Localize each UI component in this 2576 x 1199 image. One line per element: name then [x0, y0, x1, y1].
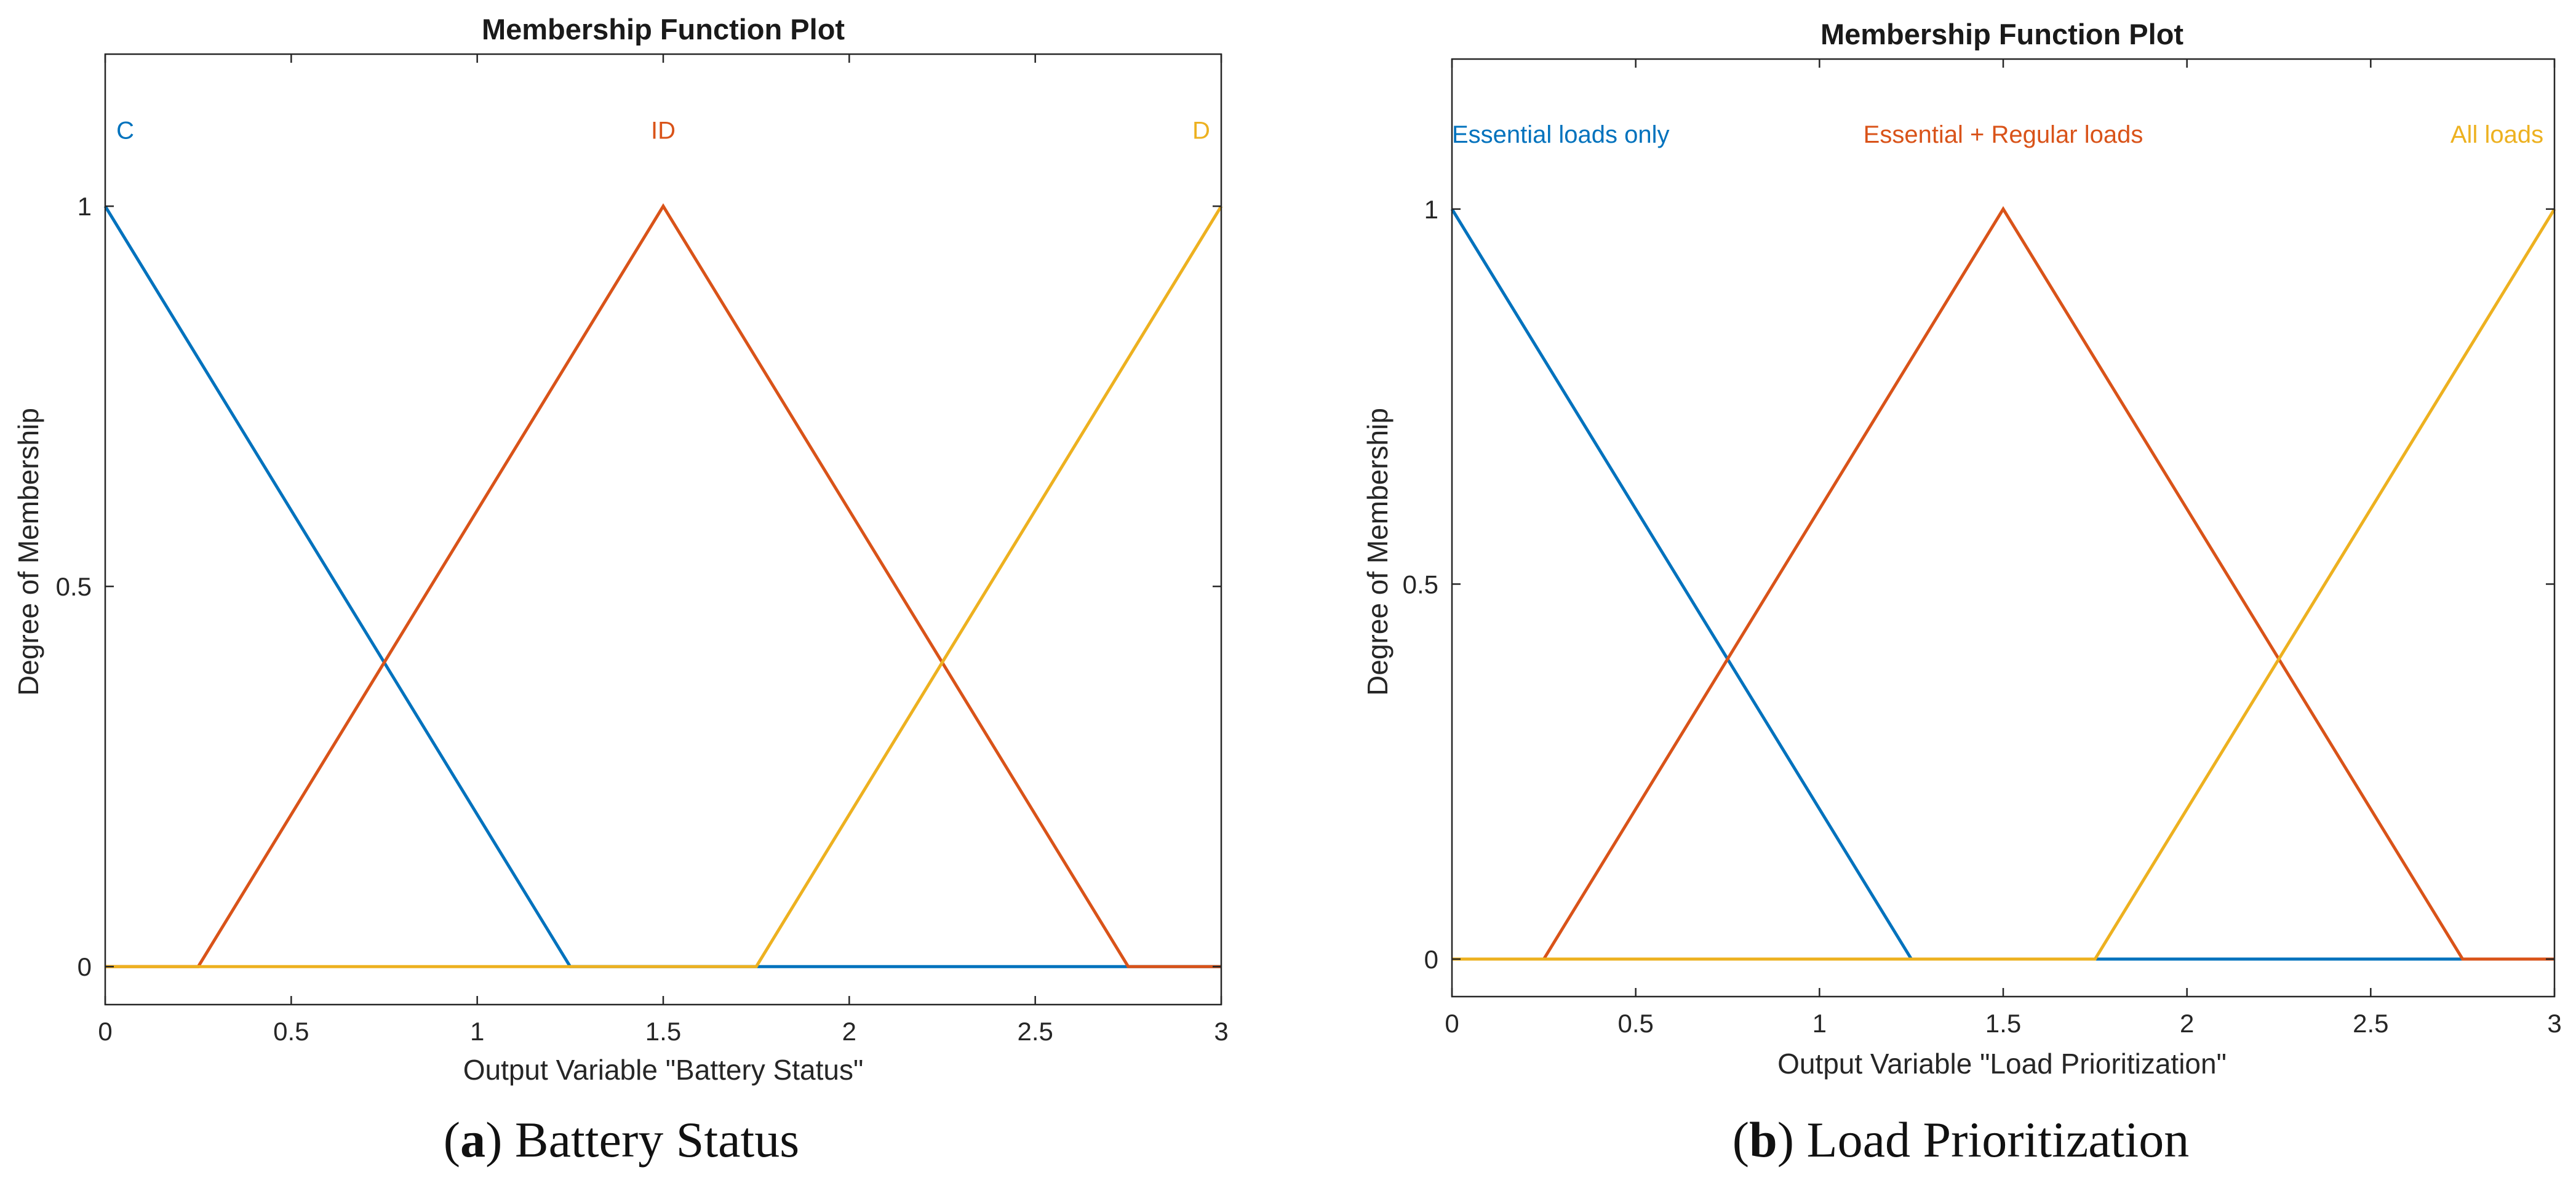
- caption-letter: a: [460, 1112, 485, 1168]
- y-tick-label: 1: [78, 192, 92, 221]
- y-tick-label: 0.5: [1403, 570, 1438, 599]
- mf-label-all-loads: All loads: [2450, 121, 2543, 148]
- mf-line-essential-loads-only: [1450, 208, 2554, 961]
- y-tick-label: 0: [1424, 945, 1438, 974]
- y-tick-label: 0: [78, 952, 92, 981]
- mf-line-d: [105, 205, 1223, 968]
- panel-a: Membership Function Plot 0 0.5 1 1.5 2 2.5 300…: [12, 13, 1229, 1168]
- x-axis-label: Output Variable "Battery Status": [463, 1054, 864, 1086]
- x-tick-label: 2: [842, 1017, 856, 1046]
- caption-text: Load Prioritization: [1807, 1112, 2190, 1168]
- caption-letter: b: [1749, 1112, 1777, 1168]
- panel-caption: (b) Load Prioritization: [1733, 1112, 2189, 1168]
- panel-a-plot: 0 0.5 1 1.5 2 2.5 3 0 0.5 1 C ID D: [56, 53, 1229, 1046]
- x-tick-label: 1.5: [1985, 1009, 2021, 1038]
- mf-line-essential-regular-loads: [1452, 206, 2554, 961]
- mf-label-id: ID: [651, 118, 676, 145]
- y-tick-label: 0.5: [56, 572, 92, 601]
- x-axis-label: Output Variable "Load Prioritization": [1777, 1048, 2227, 1080]
- x-tick-label: 2.5: [2353, 1009, 2388, 1038]
- y-tick-label: 1: [1424, 195, 1438, 224]
- mf-line-c: [103, 205, 1221, 968]
- mf-label-d: D: [1192, 118, 1210, 145]
- caption-text: Battery Status: [515, 1112, 799, 1168]
- chart-title: Membership Function Plot: [482, 13, 845, 46]
- panel-b-plot: 0 0.5 1 1.5 2 2.5 3 0 0.5 1 Essential loads only Es…: [1403, 58, 2562, 1038]
- x-tick-label: 0.5: [273, 1017, 309, 1046]
- panel-b: Membership Function Plot 0 0.5 1 1.5 2 2.5 300…: [1362, 18, 2562, 1168]
- y-axis-label: Degree of Membership: [1362, 408, 1394, 696]
- mf-label-c: C: [116, 118, 134, 145]
- panel-caption: (a) Battery Status: [444, 1112, 799, 1168]
- x-tick-label: 1: [1812, 1009, 1827, 1038]
- chart-title: Membership Function Plot: [1820, 18, 2183, 50]
- axes-box: [104, 53, 1222, 1006]
- x-tick-label: 3: [1214, 1017, 1228, 1046]
- axes-box: [1451, 58, 2556, 998]
- x-tick-label: 3: [2547, 1009, 2561, 1038]
- x-tick-label: 2.5: [1017, 1017, 1053, 1046]
- mf-line-id: [105, 203, 1221, 968]
- x-tick-label: 2: [2180, 1009, 2194, 1038]
- x-tick-label: 0.5: [1617, 1009, 1653, 1038]
- x-tick-label: 0: [1445, 1009, 1459, 1038]
- mf-label-essential-regular-loads: Essential + Regular loads: [1864, 121, 2143, 148]
- x-tick-label: 0: [98, 1017, 112, 1046]
- x-tick-label: 1.5: [645, 1017, 681, 1046]
- y-axis-label: Degree of Membership: [12, 408, 44, 696]
- x-tick-label: 1: [470, 1017, 484, 1046]
- mf-line-all-loads: [1452, 208, 2556, 961]
- mf-label-essential-loads-only: Essential loads only: [1452, 121, 1670, 148]
